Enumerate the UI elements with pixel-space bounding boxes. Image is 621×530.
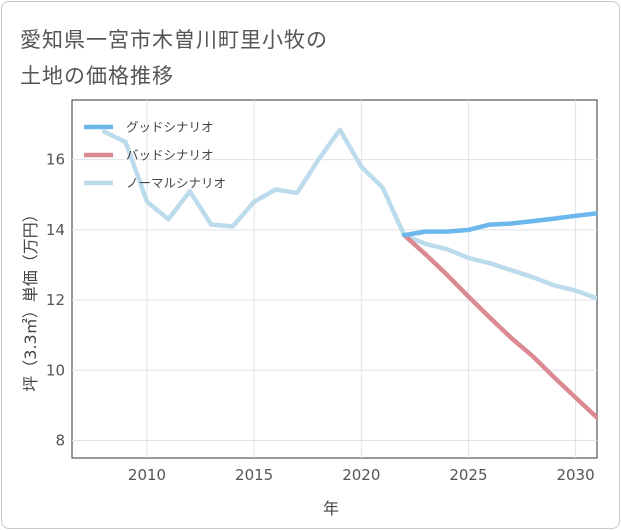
legend-label-good-scenario: グッドシナリオ [126,120,214,135]
y-tick-label-12: 12 [46,291,65,309]
x-tick-label-2025: 2025 [449,466,487,484]
x-tick-label-2015: 2015 [235,466,273,484]
legend-label-bad-scenario: バッドシナリオ [126,148,214,163]
y-axis-ticks: 8 10 12 14 16 [46,151,65,450]
series-lines [101,127,597,420]
x-tick-label-2020: 2020 [342,466,380,484]
x-tick-label-2030: 2030 [556,466,594,484]
y-axis-title: 坪（3.3㎡）単価（万円） [21,206,40,391]
plot-frame [71,99,598,459]
x-axis-ticks: 2010 2015 2020 2025 2030 [128,466,595,484]
chart-title-line2: 土地の価格推移 [20,64,174,88]
legend-label-normal-scenario: ノーマルシナリオ [126,176,226,191]
series-line-bad-scenario [401,232,597,420]
series-line-good-scenario [401,211,597,238]
series-line-normal-scenario [101,127,597,301]
y-tick-label-14: 14 [46,221,65,239]
y-tick-label-10: 10 [46,361,65,379]
x-axis-title: 年 [323,499,339,518]
y-tick-label-8: 8 [55,431,65,449]
y-tick-label-16: 16 [46,151,65,169]
chart-title-line1: 愛知県一宮市木曽川町里小牧の [20,28,328,52]
x-tick-label-2010: 2010 [128,466,166,484]
